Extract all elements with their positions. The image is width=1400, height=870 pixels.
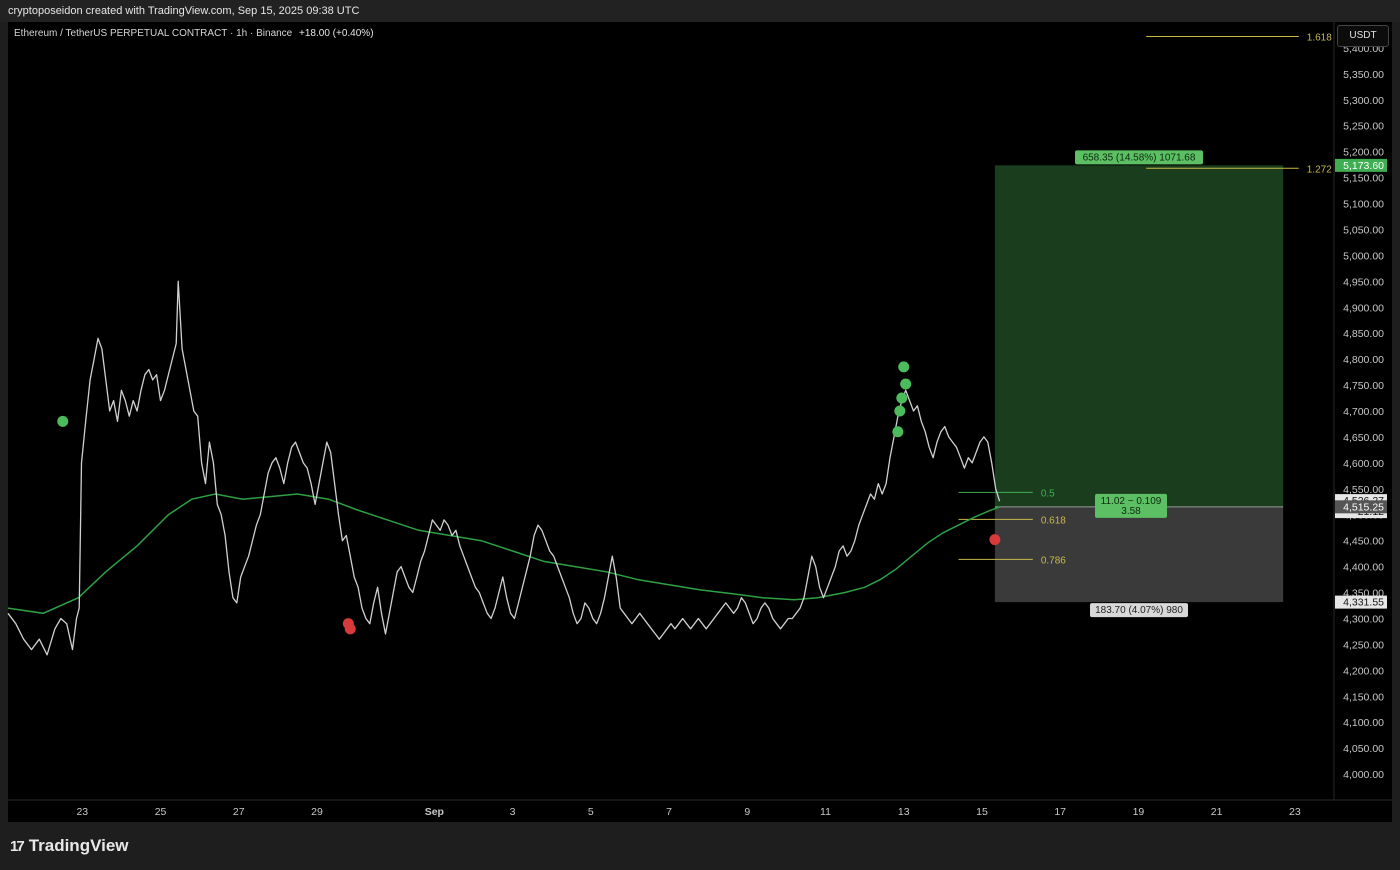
stop-label-text: 183.70 (4.07%) 980 — [1095, 605, 1183, 616]
price-chart[interactable]: 1.618 1.272 0.5 0.618 0.786 658.35 (14.58%) 1… — [0, 0, 1400, 822]
price-tag-box — [1335, 500, 1387, 514]
y-tick-label: 4,900.00 — [1343, 302, 1384, 314]
tradingview-logo-icon: 17 — [10, 837, 25, 855]
stop-label-box — [1090, 603, 1189, 618]
buy-signal-dot — [896, 392, 908, 404]
buy-signal-dot — [900, 378, 912, 390]
x-tick-label: 21 — [1211, 806, 1223, 818]
y-tick-label: 5,350.00 — [1343, 69, 1384, 81]
bottom-bar: 17 TradingView — [0, 822, 1400, 870]
y-tick-label: 4,250.00 — [1343, 639, 1384, 651]
sell-signal-dot — [989, 534, 1001, 546]
y-tick-label: 4,100.00 — [1343, 717, 1384, 729]
x-tick-label: 17 — [1054, 806, 1066, 818]
risk-reward-label-text: 11.02 ~ 0.109 — [1101, 496, 1162, 507]
y-tick-label: 5,200.00 — [1343, 147, 1384, 159]
y-tick-label: 4,850.00 — [1343, 328, 1384, 340]
credit-text: cryptoposeidon created with TradingView.… — [8, 5, 360, 17]
target-label-text: 658.35 (14.58%) 1071.68 — [1083, 152, 1196, 163]
x-tick-label: 3 — [510, 806, 516, 818]
target-label-box — [1075, 150, 1204, 165]
risk-reward-label-text: 3.58 — [1121, 506, 1141, 517]
tradingview-brand[interactable]: 17 TradingView — [10, 836, 129, 856]
y-tick-label: 5,250.00 — [1343, 121, 1384, 133]
y-tick-label: 4,650.00 — [1343, 432, 1384, 444]
x-tick-label: 23 — [1289, 806, 1301, 818]
fib-level-label: 0.618 — [1041, 515, 1066, 526]
x-tick-label: 13 — [898, 806, 910, 818]
symbol-name: Ethereum / TetherUS PERPETUAL CONTRACT ·… — [14, 28, 293, 39]
y-tick-label: 4,550.00 — [1343, 484, 1384, 496]
y-tick-label: 4,300.00 — [1343, 613, 1384, 625]
y-tick-label: 5,050.00 — [1343, 224, 1384, 236]
price-tag-box — [1335, 595, 1387, 609]
y-tick-label: 4,950.00 — [1343, 276, 1384, 288]
loss-zone — [994, 506, 1284, 603]
y-tick-label: 5,000.00 — [1343, 250, 1384, 262]
profit-zone — [994, 165, 1284, 507]
fib-level-label: 1.272 — [1307, 164, 1332, 175]
price-tag-label: 5,173.60 — [1343, 160, 1384, 172]
x-tick-label: 19 — [1133, 806, 1145, 818]
currency-button[interactable]: USDT — [1337, 25, 1389, 47]
x-tick-label: 23 — [76, 806, 88, 818]
x-tick-label: 27 — [233, 806, 245, 818]
risk-reward-label-box — [1095, 493, 1168, 518]
y-tick-label: 4,200.00 — [1343, 665, 1384, 677]
y-tick-label: 4,150.00 — [1343, 691, 1384, 703]
x-tick-label: 25 — [155, 806, 167, 818]
x-tick-label: 11 — [820, 806, 831, 818]
fib-level-label: 1.618 — [1307, 33, 1332, 44]
price-tag-label: 4,331.55 — [1343, 597, 1384, 609]
buy-signal-dot — [57, 415, 69, 427]
y-tick-label: 4,800.00 — [1343, 354, 1384, 366]
y-tick-label: 4,400.00 — [1343, 562, 1384, 574]
y-tick-label: 5,100.00 — [1343, 199, 1384, 211]
buy-signal-dot — [894, 405, 906, 417]
symbol-legend: Ethereum / TetherUS PERPETUAL CONTRACT ·… — [14, 28, 374, 39]
sell-signal-dot — [344, 623, 356, 635]
x-tick-label: 5 — [588, 806, 594, 818]
y-tick-label: 4,050.00 — [1343, 743, 1384, 755]
y-tick-label: 4,700.00 — [1343, 406, 1384, 418]
brand-name: TradingView — [28, 836, 129, 855]
buy-signal-dot — [898, 361, 910, 373]
y-tick-label: 4,000.00 — [1343, 769, 1384, 781]
y-tick-label: 4,750.00 — [1343, 380, 1384, 392]
x-tick-label: 9 — [744, 806, 750, 818]
fib-level-label: 0.5 — [1041, 488, 1055, 499]
y-tick-label: 4,600.00 — [1343, 458, 1384, 470]
symbol-change: +18.00 (+0.40%) — [299, 28, 374, 39]
y-tick-label: 4,450.00 — [1343, 536, 1384, 548]
y-tick-label: 5,300.00 — [1343, 95, 1384, 107]
x-tick-label: 15 — [976, 806, 988, 818]
y-tick-label: 5,150.00 — [1343, 173, 1384, 185]
buy-signal-dot — [892, 426, 904, 438]
moving-average-line — [7, 493, 1000, 615]
fib-level-label: 0.786 — [1041, 555, 1066, 566]
x-tick-label: Sep — [425, 806, 444, 818]
x-tick-label: 7 — [666, 806, 672, 818]
price-tag-box — [1335, 158, 1387, 172]
price-line — [7, 280, 1001, 656]
credit-bar: cryptoposeidon created with TradingView.… — [0, 0, 1400, 22]
x-tick-label: 29 — [311, 806, 323, 818]
price-tag-label: 4,515.25 — [1343, 501, 1384, 513]
